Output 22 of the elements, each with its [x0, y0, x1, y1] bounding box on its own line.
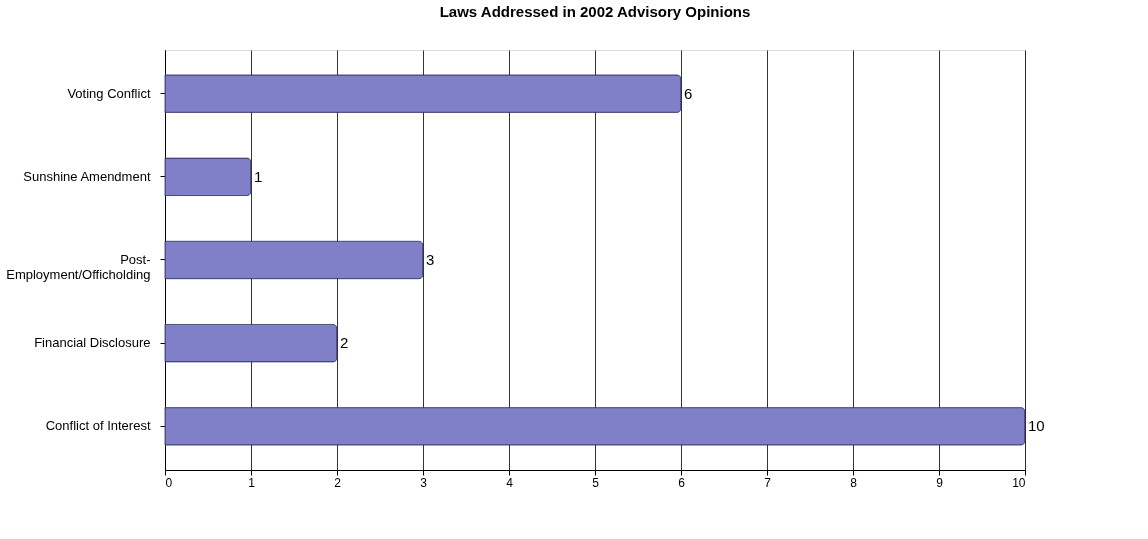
x-tick-label: 0	[165, 475, 173, 490]
x-tick-label: 10	[1012, 475, 1026, 490]
x-tick-label: 4	[506, 475, 514, 490]
chart-title: Laws Addressed in 2002 Advisory Opinions	[439, 3, 751, 20]
x-tick-label: 1	[248, 475, 256, 490]
x-tick-label: 2	[334, 475, 342, 490]
data-label: 1	[254, 167, 263, 185]
y-tick-label: Post-Employment/Officholding	[6, 252, 151, 282]
y-tick-label: Financial Disclosure	[34, 335, 151, 351]
data-label: 10	[1028, 417, 1045, 435]
y-tick-label: Conflict of Interest	[45, 418, 151, 434]
x-tick-label: 9	[936, 475, 944, 490]
y-tick-label: Voting Conflict	[67, 85, 151, 101]
data-label: 3	[426, 251, 435, 268]
x-tick-label: 6	[678, 475, 686, 490]
data-label: 2	[340, 334, 349, 352]
x-tick-label: 8	[850, 475, 858, 490]
x-tick-label: 7	[764, 475, 772, 490]
x-tick-label: 5	[592, 475, 600, 490]
data-label: 6	[684, 84, 693, 102]
x-tick-label: 3	[420, 475, 428, 490]
y-tick-label: Sunshine Amendment	[23, 168, 151, 184]
